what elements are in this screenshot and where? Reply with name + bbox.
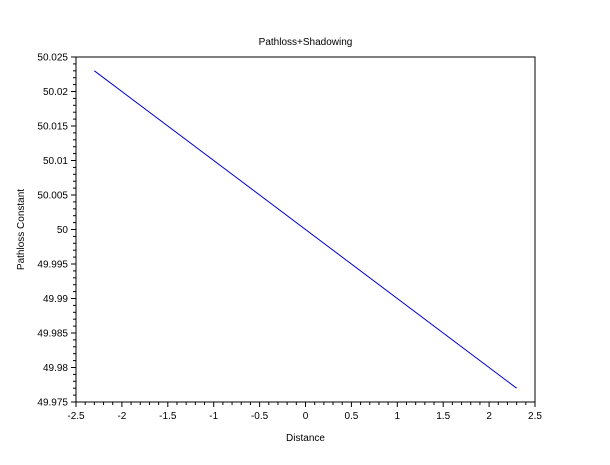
y-tick-label: 50.005 xyxy=(37,191,68,202)
series-line xyxy=(94,70,517,389)
x-tick-label: 2 xyxy=(486,411,492,422)
y-tick-label: 50 xyxy=(57,225,69,236)
y-tick-label: 49.98 xyxy=(43,363,68,374)
y-tick-label: 49.985 xyxy=(37,329,68,340)
y-tick-label: 49.99 xyxy=(43,294,68,305)
x-tick-label: -0.5 xyxy=(251,411,269,422)
x-tick-label: -2.5 xyxy=(67,411,85,422)
y-tick-label: 50.01 xyxy=(43,156,68,167)
y-tick-label: 50.015 xyxy=(37,122,68,133)
y-tick-label: 50.025 xyxy=(37,53,68,64)
y-axis-label: Pathloss Constant xyxy=(16,189,27,270)
y-tick-label: 49.995 xyxy=(37,260,68,271)
chart-title: Pathloss+Shadowing xyxy=(259,37,353,48)
x-tick-label: 1.5 xyxy=(436,411,450,422)
x-tick-label: 0.5 xyxy=(344,411,358,422)
series-layer xyxy=(94,70,517,389)
x-tick-label: -1.5 xyxy=(159,411,177,422)
x-tick-label: 1 xyxy=(395,411,401,422)
y-axis-ticks: 49.975 49.98 49.985 49.99 49.995 50 50.005 50.0… xyxy=(37,53,76,409)
x-axis-ticks: -2.5 -2 -1.5 -1 -0.5 0 0.5 1 1.5 2 2.5 xyxy=(67,402,542,422)
x-tick-label: 0 xyxy=(303,411,309,422)
x-axis-label: Distance xyxy=(286,433,325,444)
y-tick-label: 50.02 xyxy=(43,87,68,98)
y-tick-label: 49.975 xyxy=(37,398,68,409)
x-tick-label: 2.5 xyxy=(528,411,542,422)
x-tick-label: -1 xyxy=(209,411,218,422)
x-tick-label: -2 xyxy=(117,411,126,422)
